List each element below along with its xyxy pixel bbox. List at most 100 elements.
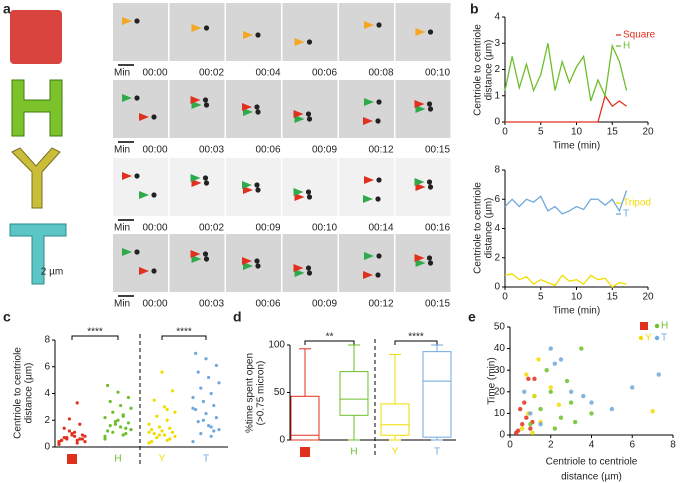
centriole (426, 255, 433, 261)
data-line (504, 273, 627, 288)
data-point (157, 425, 161, 429)
square-pattern (10, 10, 62, 64)
x-tick-label: H (350, 447, 357, 458)
data-point (78, 437, 82, 441)
x-axis-label: Time (min) (553, 306, 600, 317)
y-tick-label: 40 (494, 343, 506, 354)
image-frame (282, 80, 338, 138)
data-point (155, 414, 159, 418)
time-label: 00:12 (368, 299, 393, 310)
y-axis-label: Time (min) (487, 357, 498, 404)
x-tick-label: Y (392, 447, 399, 458)
time-label: 00:12 (368, 145, 393, 156)
box (290, 395, 320, 441)
data-point (201, 418, 205, 422)
data-point (126, 421, 130, 425)
x-tick-label: T (434, 447, 440, 458)
x-tick-label: 0 (502, 292, 508, 303)
arrowhead (363, 117, 373, 125)
category-icon (300, 447, 310, 457)
panel-label: a (3, 1, 11, 17)
data-point (147, 441, 151, 445)
significance-label: **** (408, 332, 424, 343)
y-axis-label: Centriole to centriole (13, 347, 24, 439)
data-point (194, 351, 198, 355)
data-point (80, 433, 84, 437)
arrowhead (243, 31, 253, 39)
arrowhead (363, 195, 373, 203)
data-point (62, 426, 66, 430)
data-point (196, 419, 200, 424)
centriole (254, 182, 260, 188)
data-point (528, 422, 533, 427)
arrowhead (242, 181, 252, 189)
centriole (255, 263, 261, 269)
y-axis-label: distance (µm) (484, 40, 495, 101)
data-point (524, 372, 529, 377)
arrowhead (293, 264, 304, 272)
arrowhead (122, 248, 132, 256)
centriole (306, 39, 313, 45)
data-point (520, 422, 525, 427)
data-point (78, 422, 82, 426)
image-frame (113, 3, 168, 61)
t-pattern (9, 223, 67, 285)
arrowhead (364, 21, 374, 29)
centriole (254, 104, 260, 110)
x-tick-label: 10 (571, 292, 583, 303)
data-point (196, 370, 200, 374)
data-point (124, 432, 128, 436)
image-frame (282, 234, 338, 292)
data-point (630, 385, 635, 390)
y-tick-label: 3 (494, 38, 500, 49)
data-point (522, 389, 527, 394)
image-frame (339, 3, 394, 61)
x-tick-label: T (203, 454, 209, 465)
data-point (116, 390, 120, 394)
significance-bracket (304, 340, 355, 345)
centriole (134, 249, 140, 255)
x-tick-label: 0 (507, 440, 513, 451)
y-tick-label: 4 (44, 388, 50, 399)
legend-label: Square (623, 30, 656, 41)
y-tick-label: 0 (499, 430, 505, 441)
x-tick-label: 20 (642, 127, 654, 138)
legend-swatch (654, 335, 660, 341)
data-point (552, 426, 558, 431)
image-frame (339, 158, 394, 216)
arrowhead (139, 191, 149, 199)
arrowhead (242, 257, 252, 265)
image-frame (282, 3, 338, 61)
significance-bracket (394, 340, 438, 345)
data-point (119, 403, 123, 408)
image-frame (113, 234, 168, 292)
arrowhead (363, 271, 373, 279)
x-tick-label: 15 (607, 292, 619, 303)
data-point (103, 434, 107, 438)
arrowhead (294, 193, 305, 201)
centriole (151, 268, 157, 274)
data-line (505, 94, 627, 123)
arrowhead (243, 108, 253, 116)
centriole (306, 116, 313, 122)
time-label: 00:06 (255, 299, 280, 310)
centriole (305, 189, 312, 195)
time-label: 00:16 (425, 223, 450, 234)
data-point (75, 438, 79, 442)
arrowhead (242, 103, 252, 111)
time-label: 00:03 (199, 145, 224, 156)
significance-label: ** (326, 332, 334, 343)
data-point (214, 415, 218, 420)
data-point (513, 430, 519, 436)
arrowhead (139, 113, 149, 121)
x-tick-label: 2 (548, 440, 554, 451)
data-point (129, 428, 133, 432)
data-point (165, 438, 169, 442)
data-point (113, 419, 117, 424)
arrowhead (414, 254, 425, 262)
data-point (212, 403, 216, 408)
data-point (160, 429, 164, 433)
data-point (217, 381, 221, 385)
data-point (579, 346, 584, 351)
panel-label: e (468, 309, 476, 325)
